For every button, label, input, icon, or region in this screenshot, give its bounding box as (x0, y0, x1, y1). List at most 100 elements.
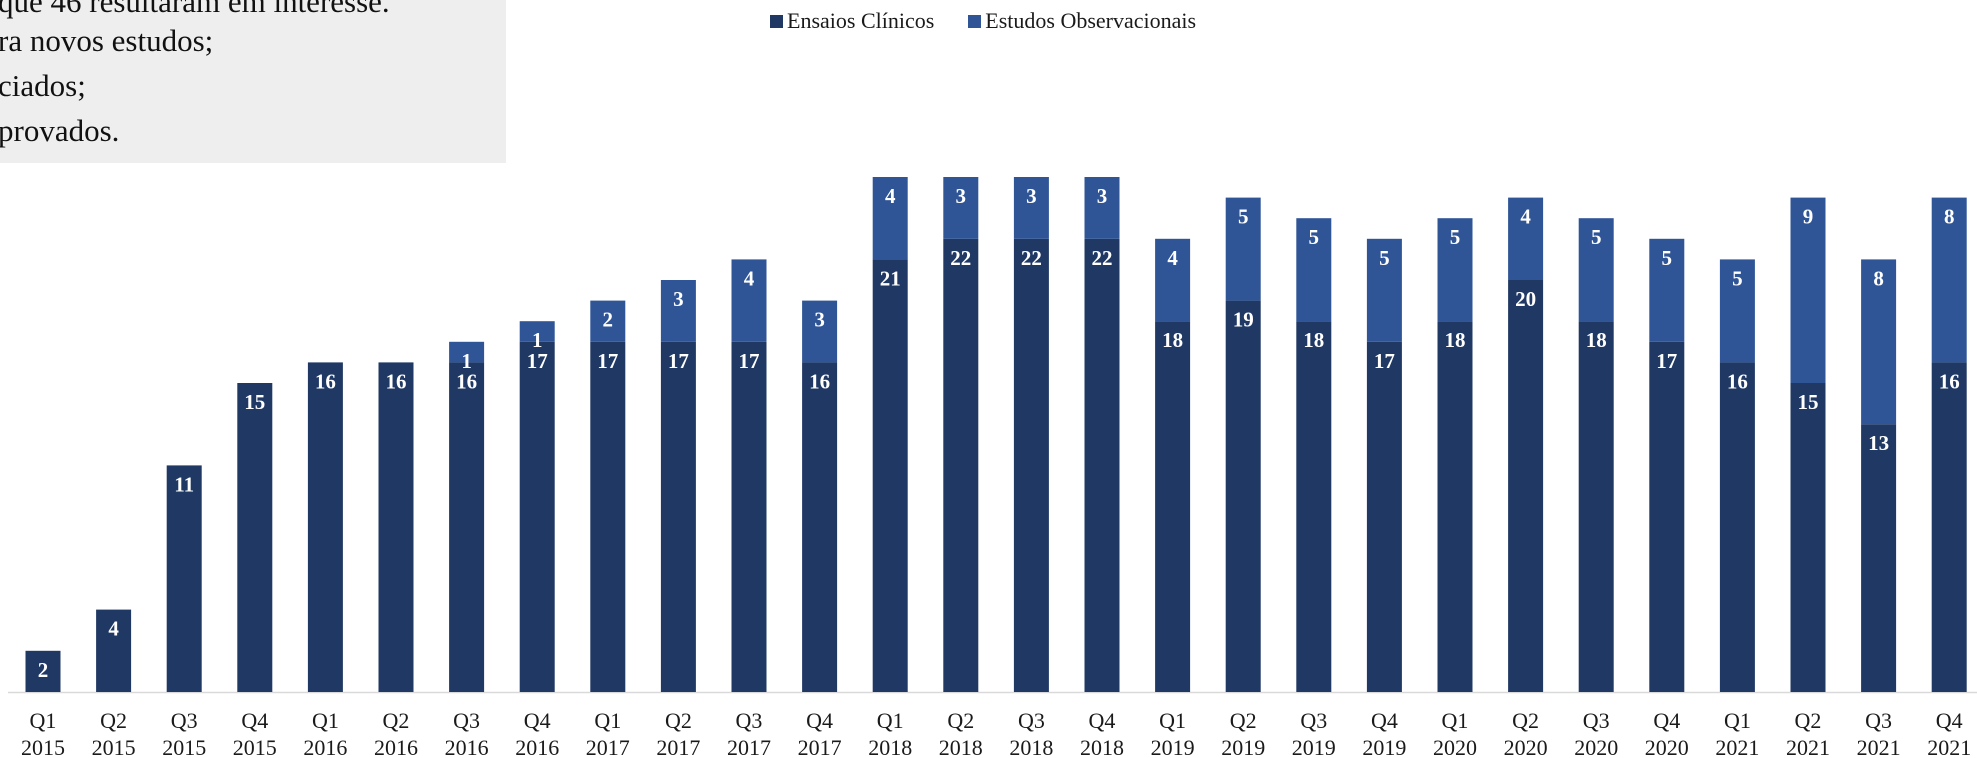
data-label-observational-7: 1 (461, 349, 472, 373)
bar-observational-14 (943, 177, 979, 239)
data-label-clinical-23: 18 (1586, 328, 1607, 352)
x-tick-label-19: Q3 2019 (1292, 708, 1336, 758)
x-tick-label-10: Q2 2017 (656, 708, 700, 758)
bar-clinical-11 (731, 341, 767, 692)
bar-observational-9 (590, 300, 626, 342)
bar-observational-19 (1296, 218, 1332, 322)
x-tick-label-11: Q3 2017 (727, 708, 771, 758)
x-tick-label-14: Q2 2018 (939, 708, 983, 758)
data-label-clinical-10: 17 (668, 349, 689, 373)
bar-clinical-19 (1296, 321, 1332, 692)
x-tick-label-2: Q2 2015 (92, 708, 136, 758)
data-label-clinical-8: 17 (527, 349, 548, 373)
note-line-2: ra novos estudos; (0, 23, 214, 58)
data-label-clinical-28: 16 (1939, 369, 1960, 393)
data-label-observational-26: 9 (1803, 205, 1814, 229)
legend-item-clinical: Ensaios Clínicos (770, 8, 934, 34)
x-tick-label-17: Q1 2019 (1151, 708, 1195, 758)
data-label-clinical-18: 19 (1233, 308, 1254, 332)
x-tick-label-24: Q4 2020 (1645, 708, 1689, 758)
bar-clinical-23 (1578, 321, 1614, 692)
data-label-clinical-26: 15 (1798, 390, 1819, 414)
bar-observational-17 (1155, 238, 1191, 322)
bar-clinical-17 (1155, 321, 1191, 692)
data-label-observational-13: 4 (885, 184, 896, 208)
x-tick-label-12: Q4 2017 (798, 708, 842, 758)
legend-label-clinical: Ensaios Clínicos (787, 8, 935, 33)
data-label-clinical-14: 22 (950, 246, 971, 270)
legend-item-observational: Estudos Observacionais (968, 8, 1196, 34)
legend-label-observational: Estudos Observacionais (985, 8, 1197, 33)
bar-clinical-14 (943, 238, 979, 693)
data-label-clinical-17: 18 (1162, 328, 1183, 352)
data-label-observational-23: 5 (1591, 225, 1602, 249)
bar-clinical-16 (1084, 238, 1120, 693)
data-label-clinical-20: 17 (1374, 349, 1395, 373)
bar-observational-8 (519, 321, 555, 342)
bar-clinical-1 (25, 650, 61, 692)
bar-observational-18 (1225, 197, 1261, 301)
data-label-clinical-27: 13 (1868, 431, 1889, 455)
data-label-observational-15: 3 (1026, 184, 1037, 208)
bar-observational-28 (1931, 197, 1967, 363)
bar-observational-11 (731, 259, 767, 342)
x-tick-label-28: Q4 2021 (1927, 708, 1971, 758)
bar-clinical-26 (1790, 383, 1826, 692)
bar-observational-12 (802, 300, 838, 363)
data-label-clinical-5: 16 (315, 369, 336, 393)
data-label-observational-25: 5 (1732, 266, 1743, 290)
bar-clinical-10 (660, 341, 696, 692)
bar-observational-23 (1578, 218, 1614, 322)
x-tick-label-20: Q4 2019 (1362, 708, 1406, 758)
data-label-observational-11: 4 (744, 266, 755, 290)
bar-clinical-9 (590, 341, 626, 692)
chart-legend: Ensaios Clínicos Estudos Observacionais (770, 8, 1230, 34)
data-label-clinical-2: 4 (108, 617, 119, 641)
x-tick-label-26: Q2 2021 (1786, 708, 1830, 758)
data-label-clinical-15: 22 (1021, 246, 1042, 270)
data-label-clinical-1: 2 (38, 658, 49, 682)
bar-clinical-8 (519, 341, 555, 692)
bar-clinical-7 (449, 362, 485, 692)
bar-clinical-22 (1508, 280, 1544, 692)
data-label-observational-18: 5 (1238, 205, 1249, 229)
bar-observational-13 (872, 177, 908, 260)
bar-clinical-2 (96, 609, 132, 692)
x-tick-label-23: Q3 2020 (1574, 708, 1618, 758)
bar-observational-21 (1437, 218, 1473, 322)
bar-observational-7 (449, 341, 485, 363)
bar-clinical-6 (378, 362, 414, 692)
bar-observational-10 (660, 280, 696, 342)
data-label-observational-28: 8 (1944, 205, 1955, 229)
data-label-observational-17: 4 (1167, 246, 1178, 270)
data-label-observational-14: 3 (956, 184, 967, 208)
data-label-clinical-3: 11 (174, 472, 194, 496)
bar-observational-24 (1649, 238, 1685, 342)
data-label-observational-19: 5 (1309, 225, 1320, 249)
data-label-clinical-12: 16 (809, 369, 830, 393)
note-line-1: que 46 resultaram em interesse. (0, 0, 390, 19)
legend-swatch-observational (968, 14, 982, 28)
data-label-clinical-16: 22 (1092, 246, 1113, 270)
data-label-clinical-25: 16 (1727, 369, 1748, 393)
x-tick-label-6: Q2 2016 (374, 708, 418, 758)
bar-clinical-3 (166, 465, 202, 692)
data-label-observational-12: 3 (814, 308, 825, 332)
bar-clinical-20 (1366, 341, 1402, 692)
data-label-observational-22: 4 (1520, 205, 1531, 229)
bar-observational-16 (1084, 177, 1120, 239)
x-tick-label-4: Q4 2015 (233, 708, 277, 758)
bar-clinical-12 (802, 362, 838, 692)
bar-clinical-4 (237, 383, 273, 692)
data-label-clinical-7: 16 (456, 369, 477, 393)
x-tick-label-16: Q4 2018 (1080, 708, 1124, 758)
data-label-observational-16: 3 (1097, 184, 1108, 208)
x-tick-label-8: Q4 2016 (515, 708, 559, 758)
data-label-clinical-13: 21 (880, 266, 901, 290)
bar-clinical-28 (1931, 362, 1967, 692)
x-tick-label-9: Q1 2017 (586, 708, 630, 758)
bar-clinical-21 (1437, 321, 1473, 692)
data-label-observational-10: 3 (673, 287, 684, 311)
